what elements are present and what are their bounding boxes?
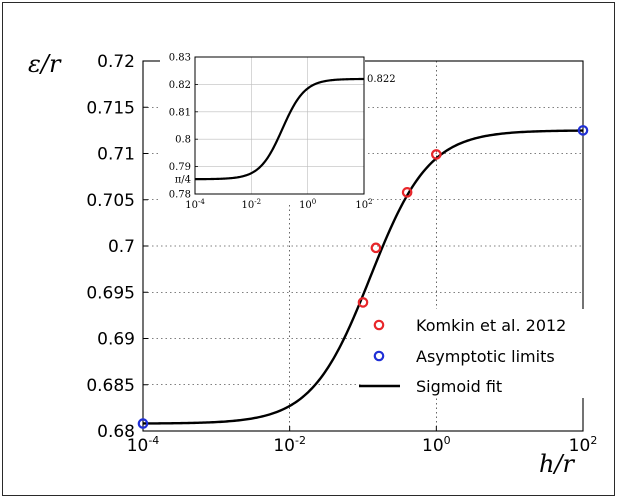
asymptotic-limit-point [577,125,589,136]
y-tick-label: 0.715 [86,98,135,118]
inset-background [160,40,365,202]
sigmoid-fit-line [143,129,584,425]
inset-tick-labels: 10-4 10-2 100 102 0.78 π/4 0.79 0.8 0.81 0.82 0.83 [169,53,373,212]
main-plot-area [137,125,589,429]
inset-sigmoid-line [195,77,365,181]
inset-annotation: 0.822 [367,74,396,85]
y-tick-label: 0.71 [97,145,135,165]
inset-y-tick-label: 0.81 [169,107,191,118]
inset-y-tick-label: 0.78 [169,190,191,201]
legend-label-komkin: Komkin et al. 2012 [416,316,566,335]
y-tick-label: 0.695 [86,283,135,303]
komkin-data-point [370,242,382,254]
inset-y-tick-label: 0.82 [169,80,191,91]
komkin-data-point [357,297,369,308]
komkin-data-point [401,187,413,198]
y-tick-label: 0.69 [97,330,135,350]
inset-x-tick-label: 102 [355,198,372,211]
inset-plot-area [195,77,365,181]
inset-x-tick-label: 100 [299,198,316,211]
legend-marker-asymptotic [373,350,385,362]
x-tick-label: 100 [422,434,451,456]
y-axis-label: ε/r [28,50,62,78]
inset-y-tick-label: π/4 [175,175,191,186]
inset-chart: 10-4 10-2 100 102 0.78 π/4 0.79 0.8 0.81 0.82 0.83… [160,40,396,211]
inset-x-tick-label: 10-2 [242,198,262,211]
inset-grid [195,57,364,194]
y-tick-label: 0.7 [108,237,135,257]
legend-marker-komkin [373,319,385,331]
y-tick-label: 0.685 [86,376,135,396]
komkin-data-point [431,149,442,160]
inset-border [194,56,365,195]
x-tick-label: 10-2 [273,434,306,456]
legend-box [363,309,593,398]
figure-frame [2,2,615,496]
x-tick-label: 102 [569,434,598,456]
legend: Komkin et al. 2012 Asymptotic limits Sig… [359,309,593,398]
inset-y-tick-label: 0.8 [175,135,191,146]
x-tick-label: 10-4 [127,434,160,456]
asymptotic-limit-point [137,418,149,429]
y-tick-label: 0.705 [86,191,135,211]
inset-y-tick-label: 0.79 [169,162,191,173]
y-tick-label: 0.68 [97,422,135,442]
y-tick-label: 0.72 [97,52,135,72]
main-tick-labels: 10-4 10-2 100 102 0.68 0.685 0.69 0.695 0.7 0.705… [86,52,597,456]
legend-label-sigmoid: Sigmoid fit [416,377,502,396]
inset-y-tick-label: 0.83 [169,53,191,64]
x-axis-label: h/r [539,450,576,478]
legend-label-asymptotic: Asymptotic limits [416,347,555,366]
inset-x-tick-label: 10-4 [185,198,205,211]
